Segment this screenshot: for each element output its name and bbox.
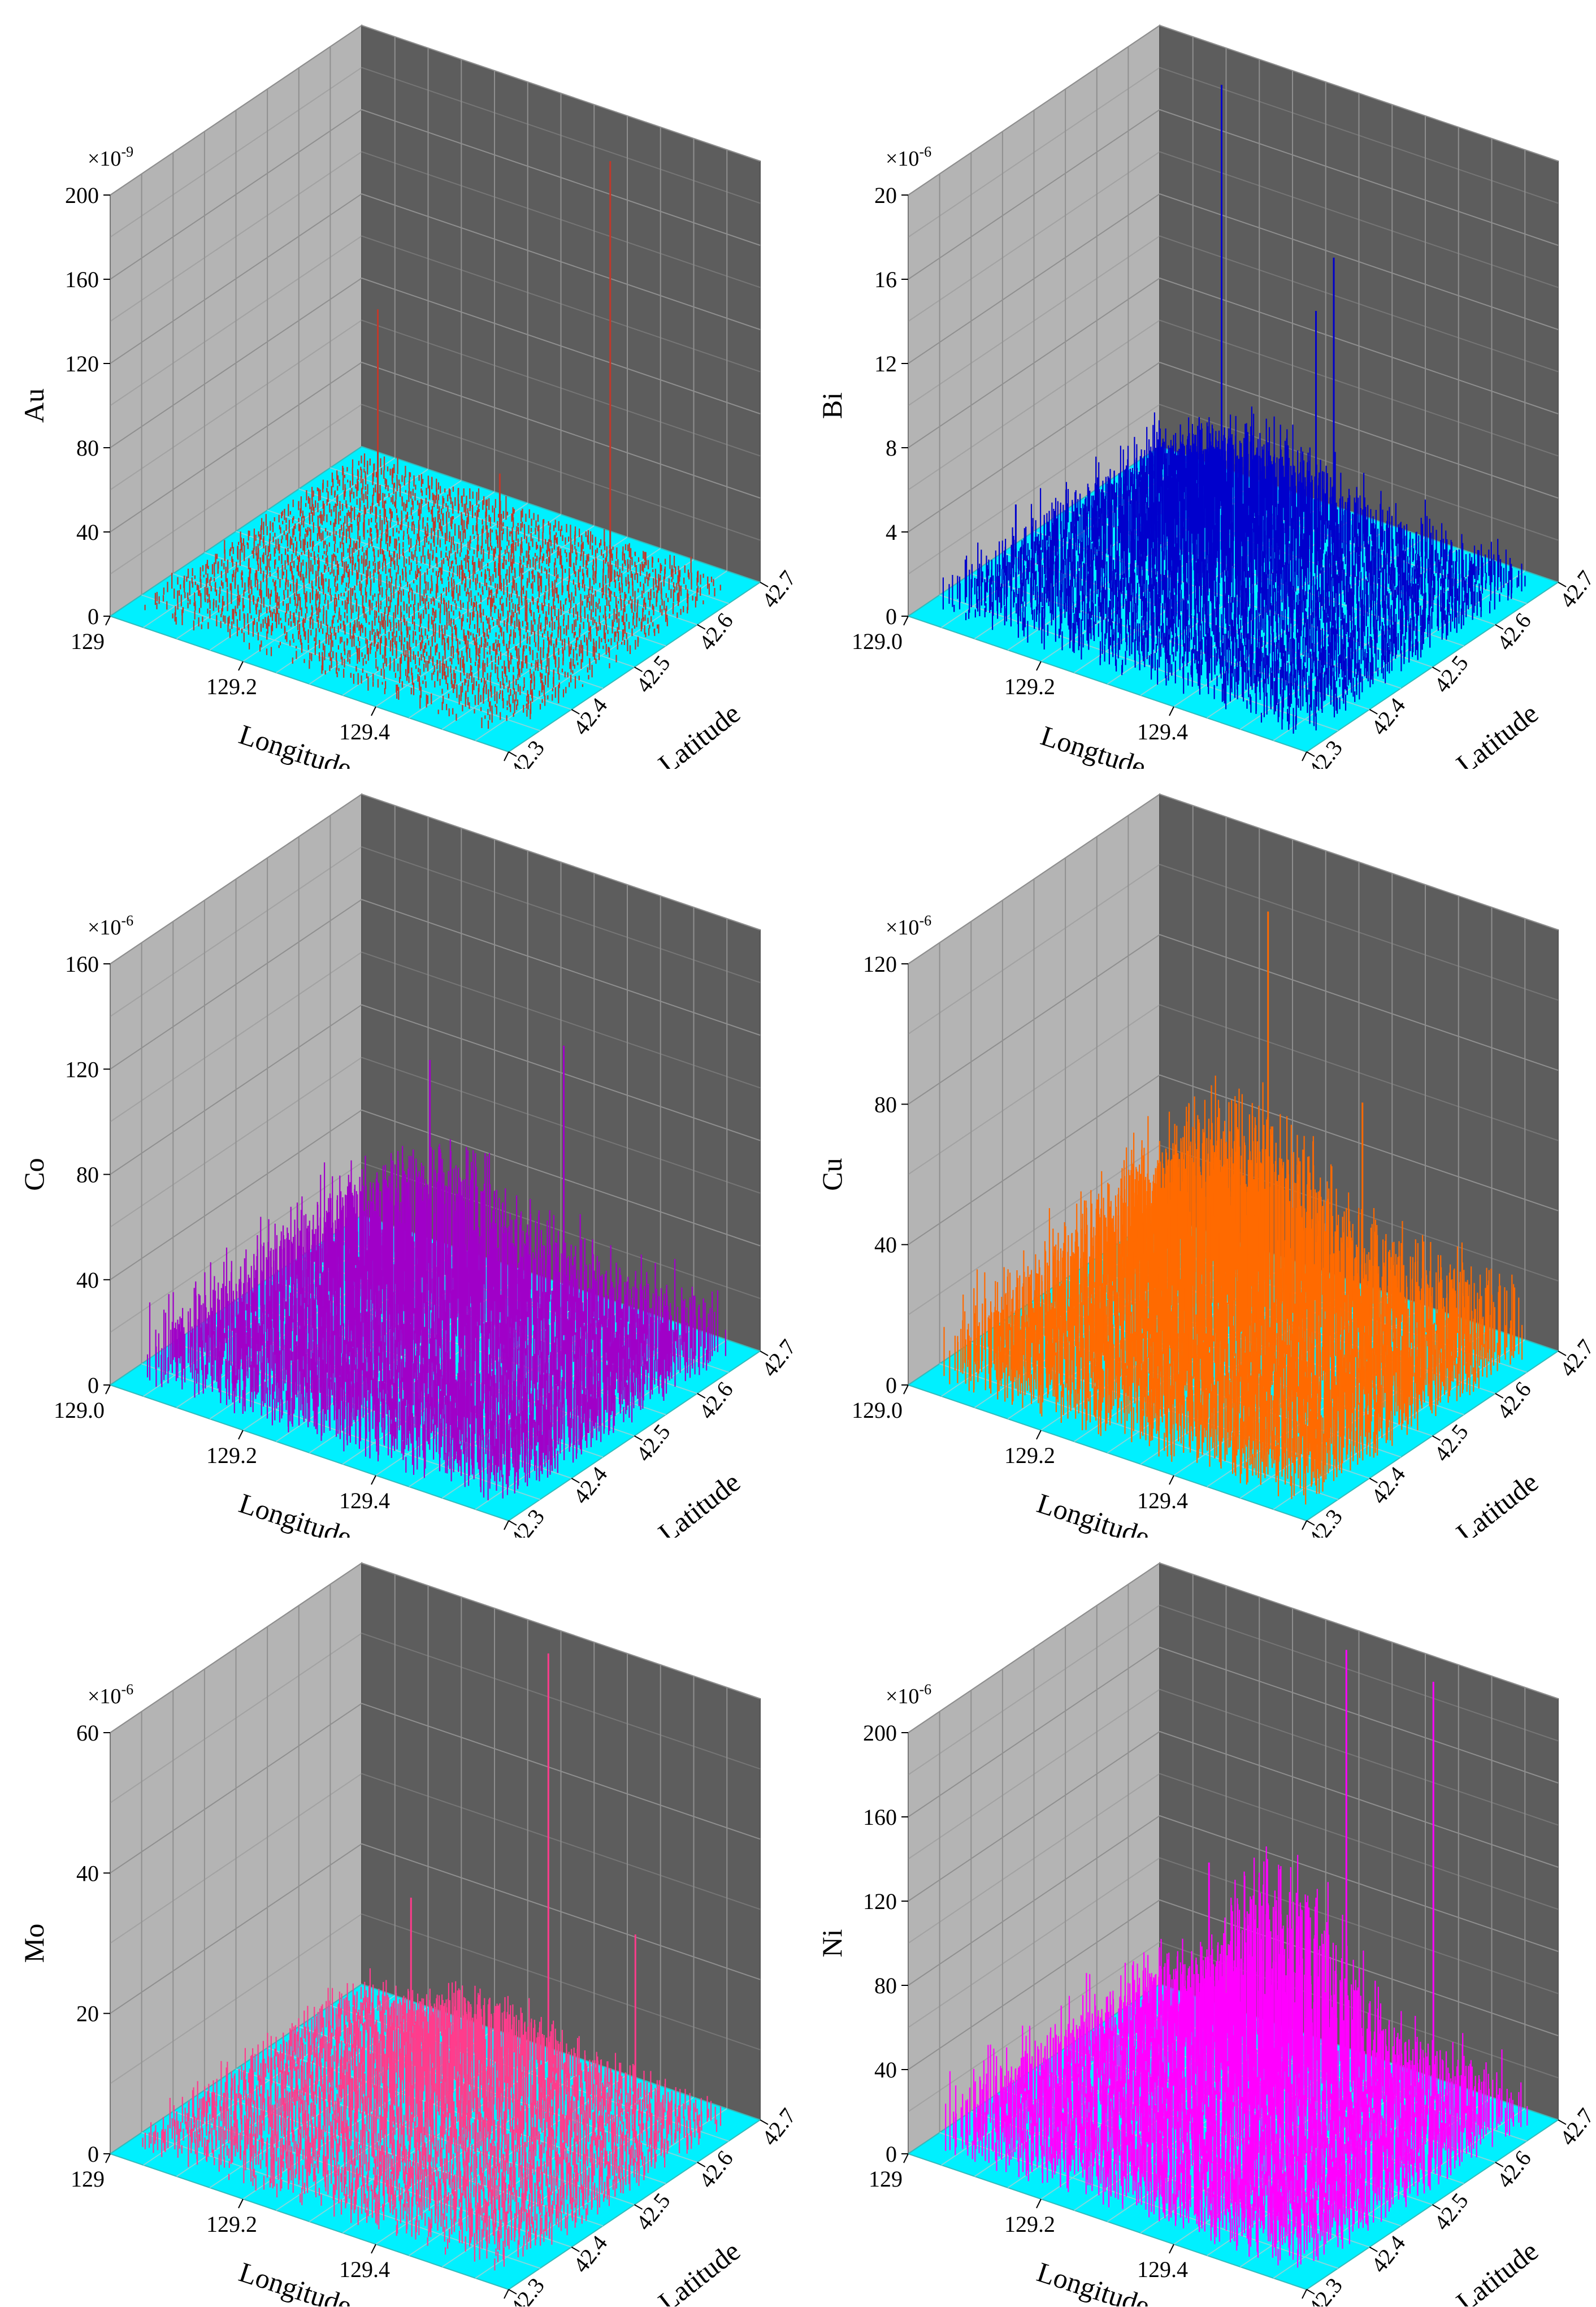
x-tick-label: 129 bbox=[71, 629, 105, 654]
x-tick-label: 129.6 bbox=[472, 764, 523, 769]
z-tick-label: 120 bbox=[65, 351, 99, 376]
chart-au: 0 40 80 120 160 200 ×10-9 Au 129 129.2 129.4 129.6 L… bbox=[18, 24, 798, 769]
z-tick-label: 80 bbox=[76, 435, 99, 461]
z-axis-label: Au bbox=[18, 388, 50, 423]
x-tick bbox=[371, 706, 376, 716]
wall-gridlines bbox=[908, 24, 1559, 617]
scale-factor: ×10-9 bbox=[88, 144, 133, 171]
y-tick bbox=[508, 751, 517, 757]
wall-gridlines bbox=[110, 24, 761, 617]
floor-gridline-y bbox=[141, 594, 540, 732]
y-tick bbox=[571, 709, 580, 715]
z-tick-label: 0 bbox=[88, 604, 99, 629]
data-bars bbox=[144, 161, 721, 729]
x-axis-label: Longitude bbox=[235, 718, 355, 769]
x-tick-label: 129.2 bbox=[206, 674, 257, 699]
data-bars bbox=[942, 85, 1526, 734]
x-tick-label: 129.4 bbox=[339, 719, 390, 745]
z-axis: 0 40 80 120 160 200 ×10-9 Au bbox=[18, 144, 133, 629]
chart-bi: 048121620×10-6Bi129.0129.2129.4129.6Long… bbox=[816, 24, 1596, 769]
z-tick-label: 160 bbox=[65, 267, 99, 292]
y-tick bbox=[697, 624, 706, 630]
y-axis-label: Latitude bbox=[652, 697, 746, 769]
y-tick-label: 42.7 bbox=[757, 566, 798, 613]
panel-bi: 048121620×10-6Bi129.0129.2129.4129.6Long… bbox=[798, 0, 1596, 769]
x-tick bbox=[105, 616, 111, 626]
z-tick-label: 200 bbox=[65, 183, 99, 208]
y-tick bbox=[760, 582, 769, 587]
z-tick-label: 40 bbox=[76, 520, 99, 545]
y-tick bbox=[634, 666, 643, 672]
panel-au: 0 40 80 120 160 200 ×10-9 Au 129 129.2 129.4 129.6 L… bbox=[0, 0, 798, 769]
x-tick bbox=[504, 751, 509, 761]
x-tick bbox=[238, 661, 244, 671]
